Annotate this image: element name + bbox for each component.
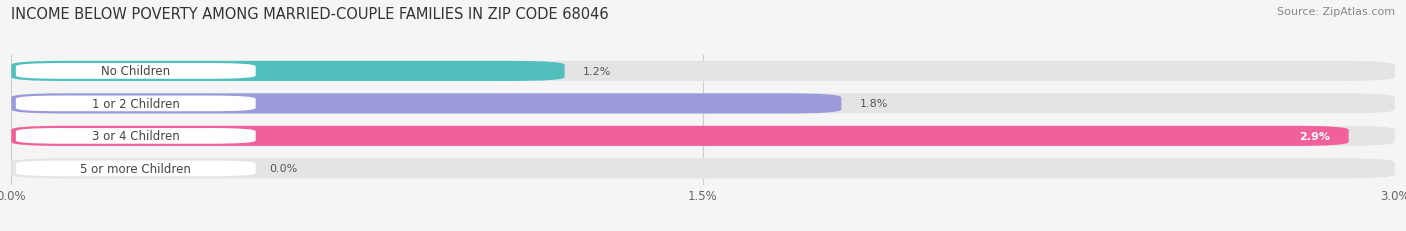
FancyBboxPatch shape	[11, 126, 1348, 146]
FancyBboxPatch shape	[11, 62, 1395, 82]
Text: 2.9%: 2.9%	[1299, 131, 1330, 141]
Text: 5 or more Children: 5 or more Children	[80, 162, 191, 175]
FancyBboxPatch shape	[11, 62, 565, 82]
Text: No Children: No Children	[101, 65, 170, 78]
FancyBboxPatch shape	[15, 96, 256, 112]
Text: 1.8%: 1.8%	[860, 99, 889, 109]
FancyBboxPatch shape	[11, 159, 1395, 179]
Text: Source: ZipAtlas.com: Source: ZipAtlas.com	[1277, 7, 1395, 17]
Text: 0.0%: 0.0%	[270, 164, 298, 174]
Text: 1.2%: 1.2%	[583, 67, 612, 77]
FancyBboxPatch shape	[15, 161, 256, 176]
Text: INCOME BELOW POVERTY AMONG MARRIED-COUPLE FAMILIES IN ZIP CODE 68046: INCOME BELOW POVERTY AMONG MARRIED-COUPL…	[11, 7, 609, 22]
FancyBboxPatch shape	[11, 126, 1395, 146]
FancyBboxPatch shape	[11, 94, 1395, 114]
FancyBboxPatch shape	[11, 94, 841, 114]
FancyBboxPatch shape	[15, 128, 256, 144]
Text: 1 or 2 Children: 1 or 2 Children	[91, 97, 180, 110]
FancyBboxPatch shape	[15, 64, 256, 79]
Text: 3 or 4 Children: 3 or 4 Children	[91, 130, 180, 143]
